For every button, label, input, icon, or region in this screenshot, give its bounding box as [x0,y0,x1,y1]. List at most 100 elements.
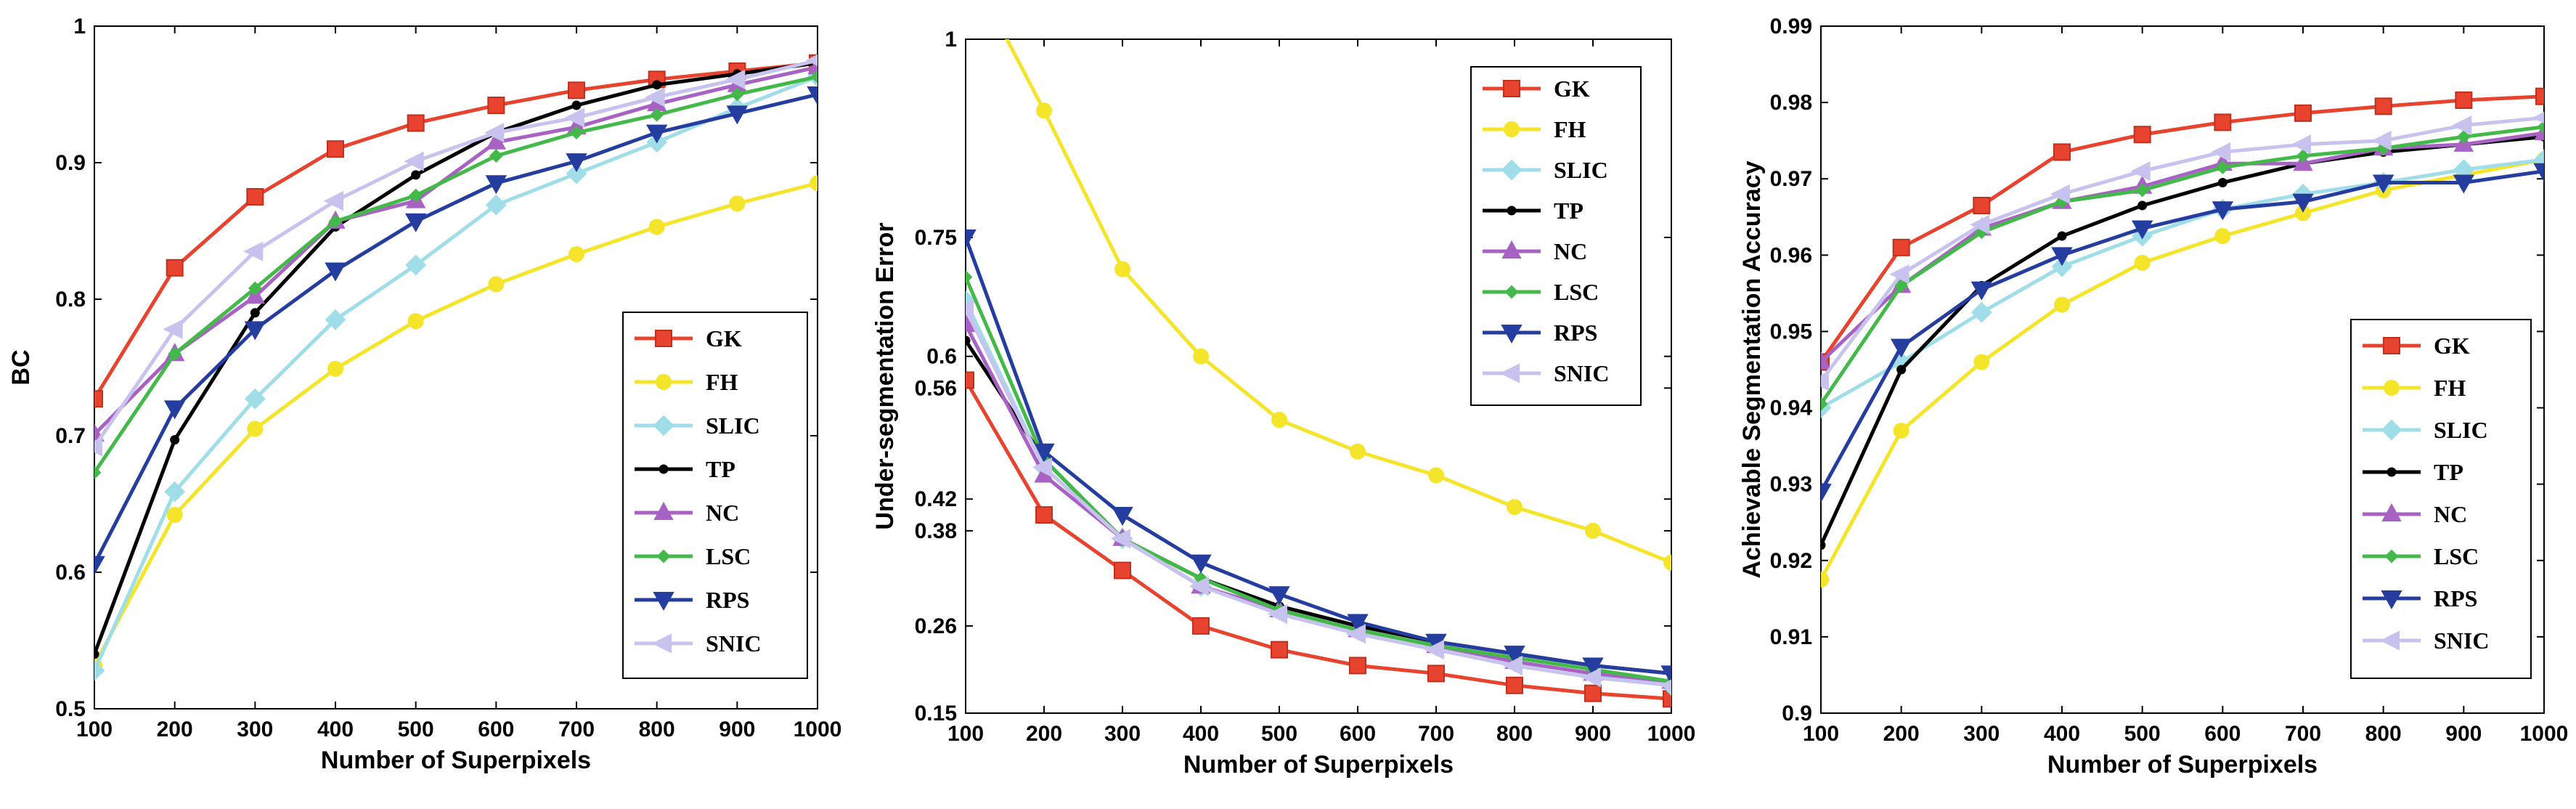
legend-label-slic: SLIC [706,412,760,439]
x-tick-label: 900 [719,717,755,741]
data-point-tp [1896,365,1907,375]
data-point-tp [1821,540,1826,550]
data-point-rps [163,400,186,420]
data-point-snic [1502,655,1523,676]
data-point-fh [247,420,264,437]
data-point-fh [166,507,183,524]
data-point-gk [1035,506,1053,524]
legend-marker-lsc [2384,549,2399,564]
data-point-snic [1659,679,1671,691]
legend-label-snic: SNIC [706,630,761,656]
legend-marker-lsc [1504,285,1519,299]
y-tick-label: 0.75 [915,226,957,250]
legend-marker-snic [651,633,672,654]
data-point-snic [564,107,584,128]
y-tick-label: 0.95 [1770,320,1812,343]
data-point-tp [170,435,180,445]
series-line-gk [1821,94,2544,363]
plot-frame [94,25,818,710]
data-point-nc [966,313,976,333]
legend-label-fh: FH [1554,116,1586,142]
data-point-fh [1821,572,1829,588]
data-point-lsc [810,70,818,84]
legend-marker-nc [1501,240,1522,259]
x-tick-label: 500 [1261,722,1297,746]
x-tick-label: 200 [1883,722,1920,746]
legend-marker-slic [653,415,674,436]
series-area [966,39,1671,708]
y-tick-label: 0.9 [55,151,86,175]
legend-label-lsc: LSC [706,543,751,569]
data-point-gk [1349,656,1366,675]
data-point-fh [1036,102,1052,119]
y-tick-label: 0.97 [1770,167,1812,191]
legend-marker-rps [1501,325,1523,344]
data-point-lsc [489,149,503,163]
data-point-rps [566,153,587,173]
data-point-gk [2053,143,2071,161]
series-area [94,54,818,681]
series-line-slic [94,75,818,672]
legend-marker-nc [2381,503,2402,521]
x-tick-label: 300 [1104,722,1141,746]
x-tick-label: 800 [639,717,675,741]
data-point-slic [485,194,507,216]
legend-label-fh: FH [706,369,738,395]
y-tick-label: 0.93 [1770,473,1812,497]
series-line-rps [1821,169,2544,493]
data-point-rps [485,175,508,195]
legend-marker-slic [1501,159,1523,181]
legend-label-tp: TP [2434,459,2463,485]
y-tick-label: 0.96 [1770,243,1812,267]
data-point-lsc [1894,278,1909,293]
data-point-fh [407,313,424,330]
data-point-gk [2535,87,2544,105]
data-point-slic [2051,256,2073,277]
legend-label-tp: TP [706,456,735,482]
series-line-snic [966,308,1671,688]
y-tick-label: 1 [73,15,86,38]
legend-marker-tp [2387,467,2397,477]
data-point-fh [488,276,505,293]
data-point-fh [1507,499,1523,516]
data-point-rps [807,86,818,106]
legend-label-snic: SNIC [2434,627,2489,654]
data-point-tp [250,308,260,318]
data-point-gk [94,390,103,408]
series-line-fh [94,181,818,667]
data-point-rps [94,556,105,575]
data-point-lsc [569,126,584,140]
data-point-lsc [94,466,102,480]
x-tick-label: 700 [558,717,595,741]
y-tick-label: 0.6 [926,345,957,369]
y-tick-label: 1 [945,28,957,52]
data-point-snic [1189,576,1209,596]
legend-marker-slic [2381,419,2402,441]
data-point-rps [1112,507,1133,527]
data-point-tp [652,80,662,90]
data-point-gk [2374,97,2392,115]
legend-label-snic: SNIC [1554,360,1609,386]
data-point-gk [2133,126,2151,144]
x-tick-label: 100 [947,722,984,746]
legend-label-gk: GK [706,325,742,351]
series-line-lsc [1821,125,2544,405]
legend-label-tp: TP [1554,198,1583,224]
data-point-snic [966,298,974,319]
x-tick-label: 400 [2044,722,2080,746]
data-point-snic [725,69,746,89]
x-tick-label: 400 [317,717,354,741]
data-point-rps [2051,247,2073,267]
series-line-fh [1005,39,1671,564]
x-tick-label: 200 [1026,722,1062,746]
data-point-fh [2054,296,2070,313]
data-point-nc [486,131,507,150]
legend-box [622,312,808,679]
series-line-tp [94,61,818,655]
data-point-fh [1585,522,1601,539]
legend-marker-snic [1499,363,1520,383]
x-tick-label: 300 [1963,722,2000,746]
data-point-rps [1582,657,1604,677]
data-point-rps [2533,163,2544,182]
